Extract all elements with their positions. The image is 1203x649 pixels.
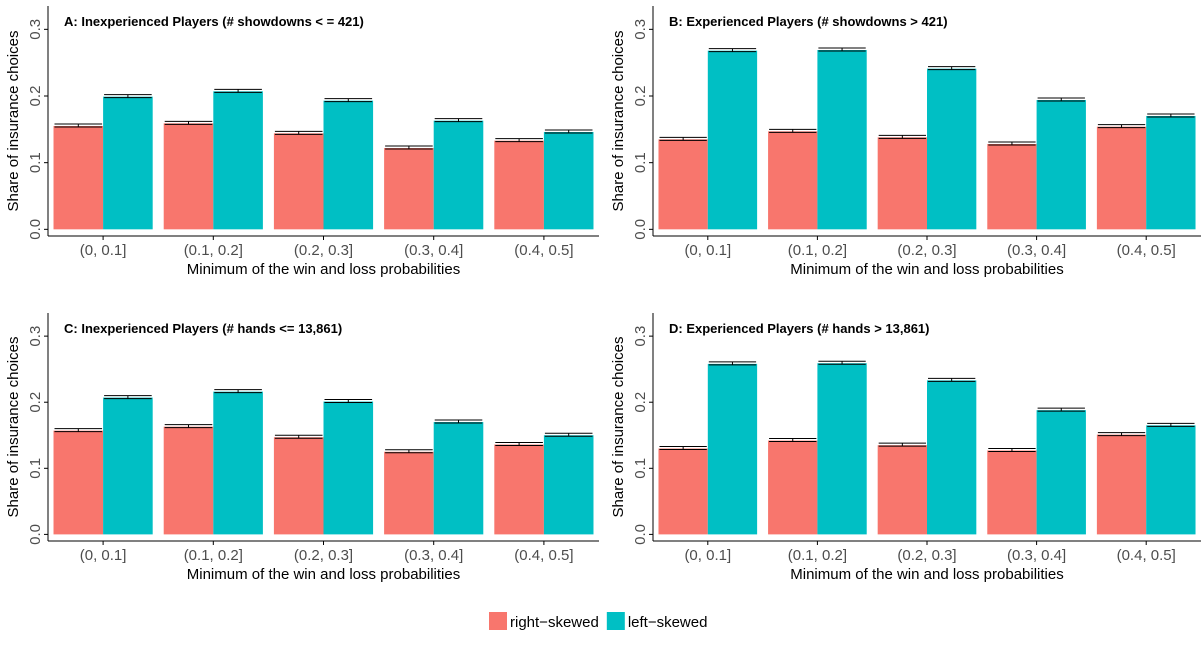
bar-left-skewed bbox=[707, 363, 758, 535]
bar-left-skewed bbox=[1036, 410, 1086, 535]
bar-right-skewed bbox=[163, 123, 214, 230]
x-tick-label: (0, 0.1] bbox=[684, 242, 731, 259]
bar-left-skewed bbox=[927, 68, 977, 230]
x-axis-title: Minimum of the win and loss probabilitie… bbox=[187, 261, 460, 278]
bar-right-skewed bbox=[494, 140, 544, 230]
y-tick-label: 0.2 bbox=[27, 392, 44, 413]
bar-right-skewed bbox=[384, 148, 434, 230]
legend-label-left-skewed: left−skewed bbox=[628, 614, 708, 631]
y-axis-title: Share of insurance choices bbox=[610, 31, 627, 212]
x-tick-label: (0, 0.1] bbox=[80, 547, 127, 564]
legend: right−skewed left−skewed bbox=[489, 612, 707, 631]
x-tick-label: (0.2, 0.3] bbox=[294, 547, 353, 564]
x-tick-label: (0.3, 0.4] bbox=[1007, 242, 1066, 259]
x-tick-label: (0.4, 0.5] bbox=[1117, 547, 1176, 564]
y-tick-label: 0.0 bbox=[27, 219, 44, 240]
bar-right-skewed bbox=[1096, 434, 1147, 535]
x-tick-label: (0.4, 0.5] bbox=[514, 242, 573, 259]
y-tick-label: 0.2 bbox=[27, 86, 44, 107]
x-tick-label: (0.4, 0.5] bbox=[1117, 242, 1176, 259]
x-tick-label: (0.3, 0.4] bbox=[404, 547, 463, 564]
panel-title: A: Inexperienced Players (# showdowns < … bbox=[64, 14, 364, 29]
bar-left-skewed bbox=[213, 391, 263, 535]
y-tick-label: 0.3 bbox=[27, 326, 44, 347]
bar-right-skewed bbox=[53, 430, 104, 535]
y-axis-title: Share of insurance choices bbox=[5, 31, 22, 212]
y-tick-label: 0.1 bbox=[27, 458, 44, 479]
bar-left-skewed bbox=[1146, 116, 1196, 230]
bar-right-skewed bbox=[987, 450, 1037, 535]
x-axis-title: Minimum of the win and loss probabilitie… bbox=[790, 261, 1063, 278]
panel-title: C: Inexperienced Players (# hands <= 13,… bbox=[64, 321, 342, 336]
bar-left-skewed bbox=[707, 50, 758, 230]
bar-right-skewed bbox=[987, 144, 1037, 230]
bar-right-skewed bbox=[768, 440, 818, 535]
bar-right-skewed bbox=[273, 437, 324, 535]
y-tick-label: 0.0 bbox=[27, 524, 44, 545]
y-tick-label: 0.2 bbox=[632, 392, 649, 413]
x-axis-title: Minimum of the win and loss probabilitie… bbox=[187, 566, 460, 583]
x-axis-title: Minimum of the win and loss probabilitie… bbox=[790, 566, 1063, 583]
x-tick-label: (0.3, 0.4] bbox=[1007, 547, 1066, 564]
bar-left-skewed bbox=[433, 120, 484, 230]
chart-panel-1: 0.0 0.1 0.2 0.3 Share of insurance choices (0… bbox=[5, 6, 599, 278]
x-tick-label: (0.1, 0.2] bbox=[184, 242, 243, 259]
bar-right-skewed bbox=[163, 426, 214, 535]
bar-left-skewed bbox=[1146, 425, 1196, 535]
y-tick-label: 0.1 bbox=[632, 152, 649, 173]
legend-swatch-left-skewed bbox=[606, 612, 625, 630]
bar-right-skewed bbox=[273, 133, 324, 230]
y-tick-label: 0.3 bbox=[632, 326, 649, 347]
panel-title: D: Experienced Players (# hands > 13,861… bbox=[669, 321, 930, 336]
bar-right-skewed bbox=[877, 137, 927, 230]
chart-panel-3: 0.0 0.1 0.2 0.3 Share of insurance choices (0… bbox=[5, 313, 599, 583]
x-tick-label: (0.2, 0.3] bbox=[897, 242, 956, 259]
bar-right-skewed bbox=[877, 445, 927, 535]
x-tick-label: (0, 0.1] bbox=[80, 242, 127, 259]
bar-left-skewed bbox=[103, 96, 153, 230]
x-tick-label: (0.1, 0.2] bbox=[184, 547, 243, 564]
bar-left-skewed bbox=[817, 50, 867, 230]
legend-label-right-skewed: right−skewed bbox=[510, 614, 599, 631]
x-tick-label: (0.3, 0.4] bbox=[404, 242, 463, 259]
bar-left-skewed bbox=[927, 380, 977, 535]
panel-title: B: Experienced Players (# showdowns > 42… bbox=[669, 14, 948, 29]
y-tick-label: 0.3 bbox=[632, 19, 649, 40]
bar-left-skewed bbox=[433, 422, 484, 535]
bar-right-skewed bbox=[658, 448, 708, 535]
y-tick-label: 0.2 bbox=[632, 86, 649, 107]
bar-left-skewed bbox=[323, 401, 374, 535]
chart-panel-4: 0.0 0.1 0.2 0.3 Share of insurance choices (0… bbox=[610, 313, 1201, 583]
y-axis-title: Share of insurance choices bbox=[5, 337, 22, 518]
bar-left-skewed bbox=[1036, 100, 1086, 230]
bar-left-skewed bbox=[543, 132, 594, 230]
x-tick-label: (0.2, 0.3] bbox=[294, 242, 353, 259]
x-tick-label: (0, 0.1] bbox=[684, 547, 731, 564]
y-tick-label: 0.1 bbox=[632, 458, 649, 479]
bar-right-skewed bbox=[384, 451, 434, 535]
y-tick-label: 0.3 bbox=[27, 19, 44, 40]
legend-swatch-right-skewed bbox=[489, 612, 507, 630]
y-tick-label: 0.0 bbox=[632, 219, 649, 240]
bar-left-skewed bbox=[543, 435, 594, 535]
y-axis-title: Share of insurance choices bbox=[610, 337, 627, 518]
bar-right-skewed bbox=[768, 131, 818, 230]
y-tick-label: 0.0 bbox=[632, 524, 649, 545]
bar-right-skewed bbox=[1096, 126, 1147, 230]
bar-right-skewed bbox=[53, 126, 104, 230]
y-tick-label: 0.1 bbox=[27, 152, 44, 173]
bar-left-skewed bbox=[103, 397, 153, 535]
chart-panel-2: 0.0 0.1 0.2 0.3 Share of insurance choices (0… bbox=[610, 6, 1201, 278]
bar-right-skewed bbox=[658, 139, 708, 230]
bar-left-skewed bbox=[213, 91, 263, 230]
x-tick-label: (0.2, 0.3] bbox=[897, 547, 956, 564]
bar-right-skewed bbox=[494, 444, 544, 535]
x-tick-label: (0.1, 0.2] bbox=[788, 242, 847, 259]
bar-left-skewed bbox=[323, 100, 374, 230]
bar-left-skewed bbox=[817, 363, 867, 535]
x-tick-label: (0.4, 0.5] bbox=[514, 547, 573, 564]
x-tick-label: (0.1, 0.2] bbox=[788, 547, 847, 564]
